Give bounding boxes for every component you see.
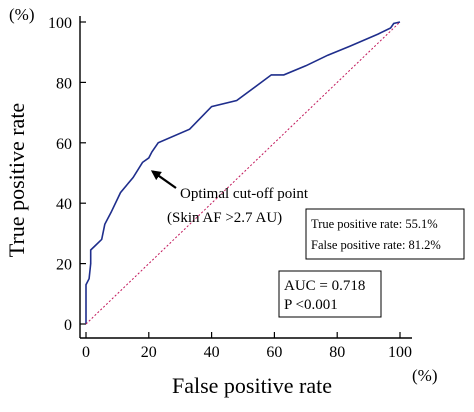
y-tick-label: 0 bbox=[64, 317, 72, 334]
false-positive-rate-text: False positive rate: 81.2% bbox=[311, 238, 441, 252]
true-positive-rate-text: True positive rate: 55.1% bbox=[311, 217, 438, 231]
x-axis-title: False positive rate bbox=[172, 373, 332, 398]
roc-curve-line bbox=[85, 21, 401, 324]
x-axis-unit: (%) bbox=[412, 366, 437, 385]
auc-text: AUC = 0.718 bbox=[284, 278, 365, 294]
annotation-line2: (Skin AF >2.7 AU) bbox=[167, 210, 282, 226]
x-tick-label: 100 bbox=[388, 344, 412, 361]
rates-box: True positive rate: 55.1% False positive… bbox=[305, 208, 465, 260]
stats-box: AUC = 0.718 P <0.001 bbox=[278, 270, 382, 318]
cutoff-annotation: Optimal cut-off point (Skin AF >2.7 AU) bbox=[150, 170, 309, 226]
series-layer bbox=[85, 21, 401, 325]
y-tick-label: 20 bbox=[56, 257, 72, 274]
annotation-line1: Optimal cut-off point bbox=[180, 186, 309, 202]
x-tick-label: 20 bbox=[141, 344, 157, 361]
stats-box-frame bbox=[278, 270, 382, 318]
rates-box-frame bbox=[305, 208, 465, 260]
x-tick-label: 60 bbox=[266, 344, 282, 361]
y-tick-label: 100 bbox=[48, 15, 72, 32]
y-axis-unit: (%) bbox=[9, 5, 34, 24]
reference-diagonal-line bbox=[85, 21, 401, 325]
x-tick-label: 80 bbox=[329, 344, 345, 361]
cutoff-arrow bbox=[150, 170, 177, 189]
x-tick-label: 0 bbox=[82, 344, 90, 361]
axes bbox=[79, 16, 412, 339]
x-tick-label: 40 bbox=[204, 344, 220, 361]
y-tick-label: 80 bbox=[56, 75, 72, 92]
y-tick-label: 60 bbox=[56, 136, 72, 153]
axis-ticks: 0 20 40 60 80 100 0 20 40 60 80 100 bbox=[48, 15, 412, 361]
y-tick-label: 40 bbox=[56, 196, 72, 213]
p-value-text: P <0.001 bbox=[284, 297, 338, 313]
y-axis-title: True positive rate bbox=[4, 103, 29, 257]
